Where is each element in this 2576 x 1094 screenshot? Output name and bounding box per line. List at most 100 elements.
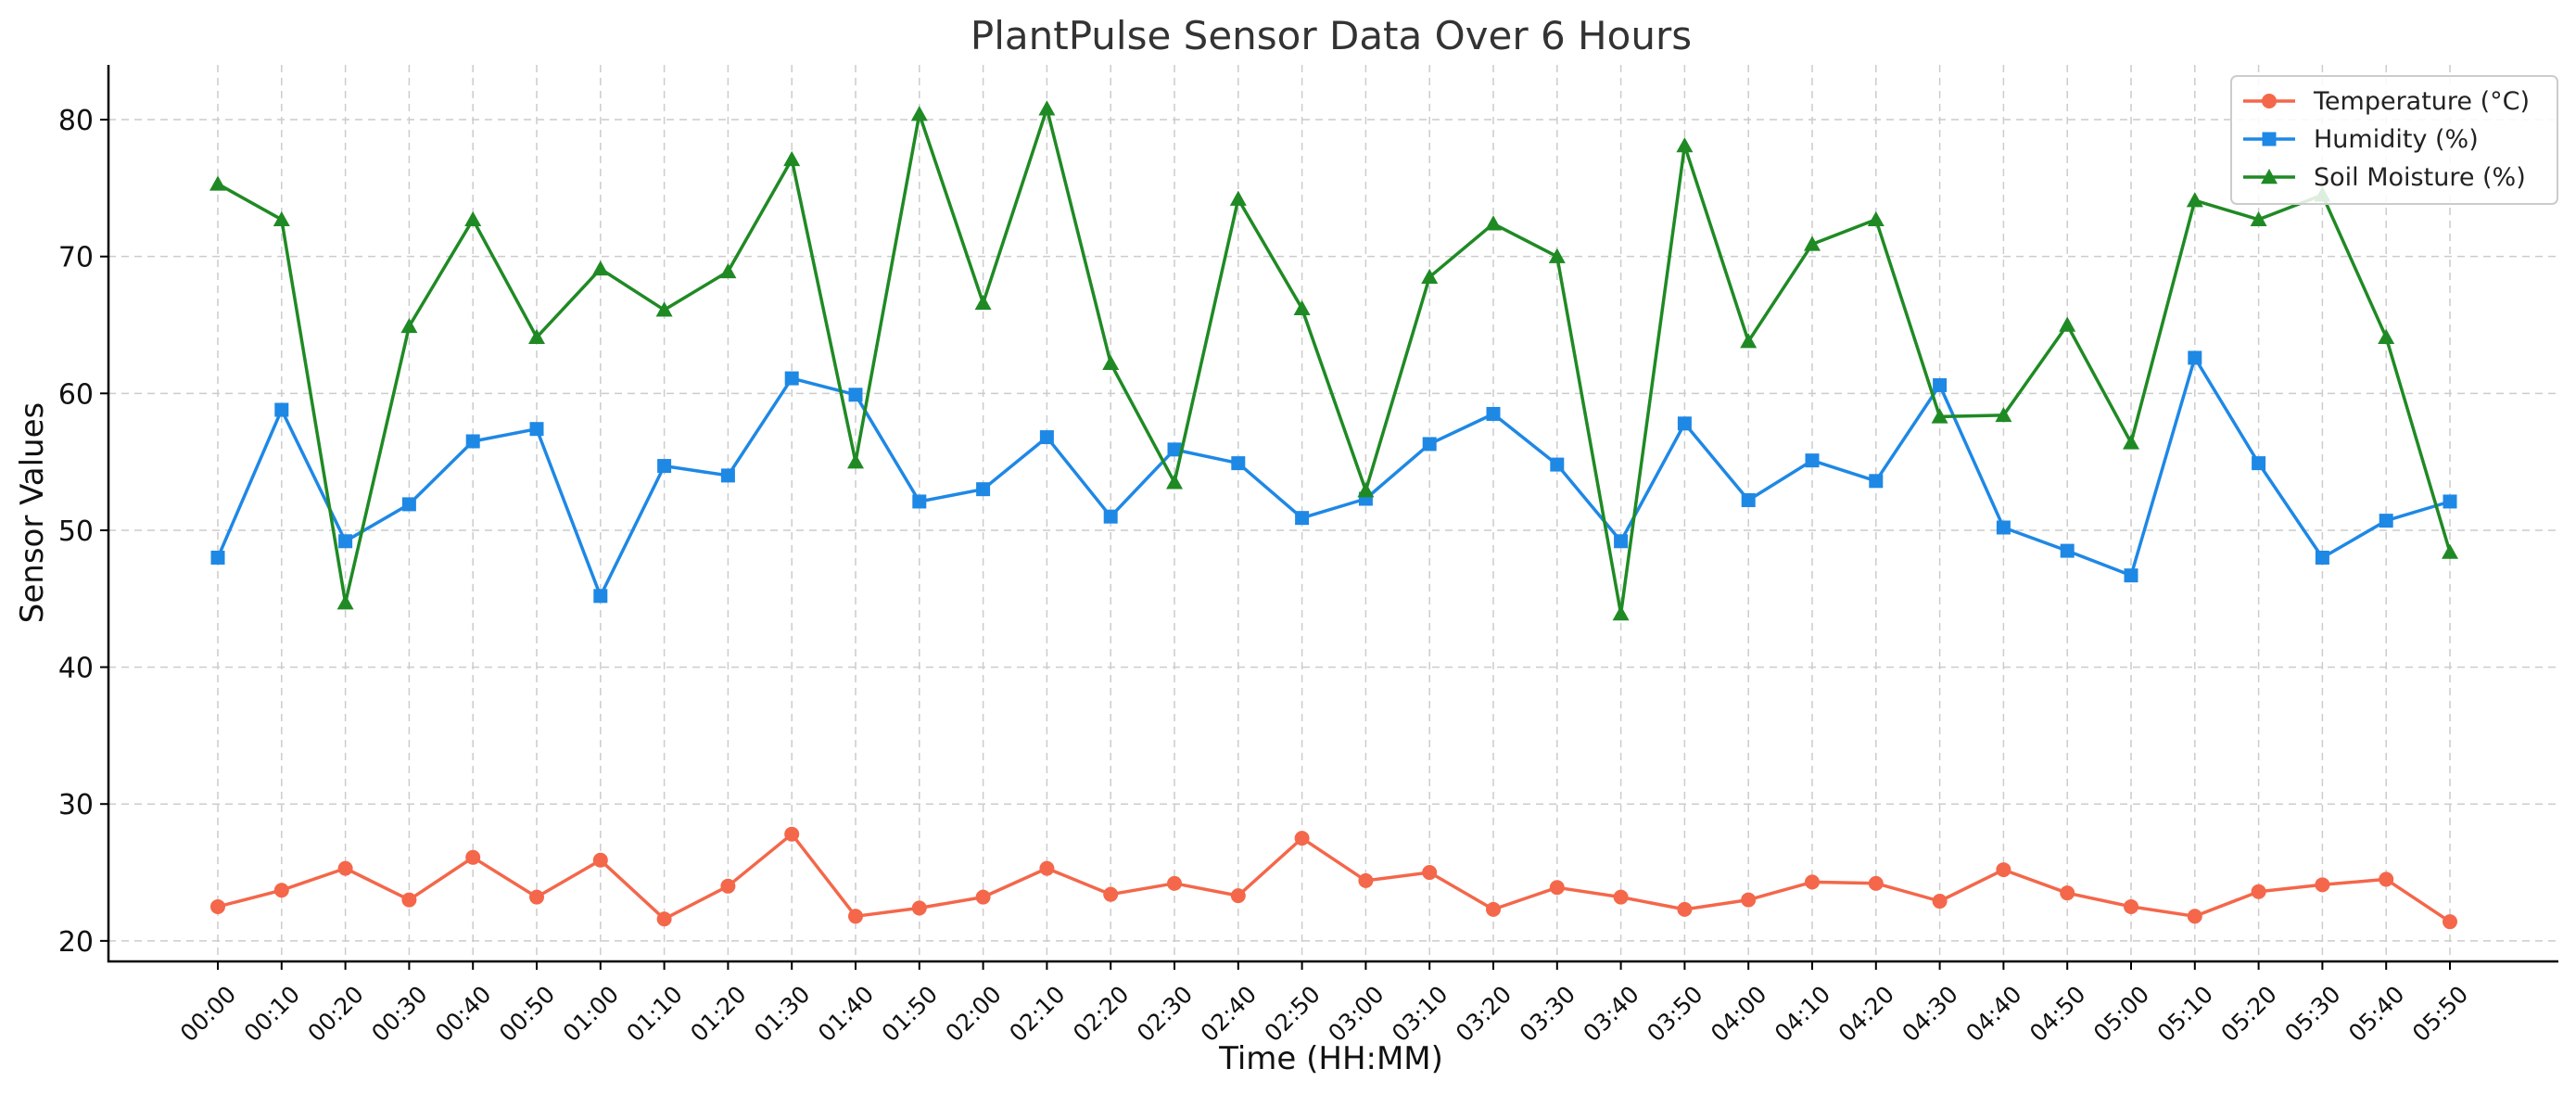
data-point (1422, 865, 1438, 881)
data-point (1805, 874, 1820, 890)
y-tick-label: 60 (58, 378, 94, 411)
series-0 (210, 826, 2457, 930)
legend: Temperature (°C) Humidity (%) Soil Moistur… (2230, 75, 2558, 205)
data-point (2250, 210, 2267, 227)
x-tick-label: 05:10 (2152, 981, 2218, 1047)
data-point (1295, 511, 1310, 526)
x-tick-label: 05:50 (2407, 981, 2473, 1047)
data-point (2060, 543, 2075, 558)
data-point (210, 898, 225, 914)
data-point (976, 482, 991, 497)
data-point (1548, 248, 1566, 263)
data-point (1038, 100, 1056, 116)
y-tick-label: 70 (58, 242, 94, 274)
data-point (2378, 328, 2395, 344)
data-point (401, 497, 416, 512)
data-point (2188, 350, 2202, 365)
data-point (1485, 215, 1502, 231)
data-point (1230, 888, 1246, 904)
x-tick-label: 00:20 (302, 981, 368, 1047)
data-point (1741, 892, 1757, 908)
data-point (273, 210, 290, 227)
x-tick-label: 04:20 (1834, 981, 1899, 1047)
x-tick-label: 02:50 (1259, 981, 1325, 1047)
data-point (591, 260, 609, 276)
data-point (656, 911, 672, 927)
x-tick-label: 04:50 (2024, 981, 2090, 1047)
data-point (1039, 860, 1055, 876)
data-point (912, 494, 927, 509)
data-point (1614, 534, 1629, 549)
x-axis-label: Time (HH:MM) (1218, 1040, 1443, 1077)
data-point (338, 534, 353, 549)
series-2 (209, 100, 2458, 621)
data-point (657, 459, 672, 474)
data-point (1103, 886, 1119, 902)
x-tick-label: 00:00 (175, 981, 241, 1047)
x-tick-label: 02:30 (1132, 981, 1198, 1047)
data-point (783, 150, 801, 167)
data-point (784, 826, 800, 842)
x-tick-label: 04:00 (1706, 981, 1771, 1047)
data-point (2187, 909, 2202, 924)
x-tick-label: 01:10 (621, 981, 687, 1047)
series-1 (210, 350, 2457, 604)
data-point (2252, 456, 2266, 471)
series-line (217, 832, 2451, 923)
x-tick-label: 02:20 (1068, 981, 1134, 1047)
data-point (1167, 442, 1182, 457)
data-point (1549, 880, 1565, 896)
x-tick-label: 01:00 (558, 981, 624, 1047)
data-point (2060, 885, 2075, 901)
data-point (1039, 430, 1054, 445)
data-point (1421, 268, 1439, 285)
data-point (2124, 898, 2138, 914)
data-point (337, 860, 353, 876)
data-point (209, 175, 226, 191)
data-point (210, 550, 225, 565)
data-point (720, 468, 735, 483)
data-point (2186, 192, 2203, 208)
series-line (216, 356, 2451, 598)
legend-marker (2261, 169, 2278, 184)
data-point (1231, 456, 1246, 471)
x-ticks: 00:0000:1000:2000:3000:4000:5001:0001:10… (175, 961, 2473, 1047)
data-point (401, 892, 417, 908)
data-point (2442, 543, 2458, 559)
data-point (1550, 457, 1565, 472)
y-tick-label: 50 (58, 515, 94, 548)
data-point (2379, 871, 2394, 887)
data-point (1166, 474, 1183, 490)
x-tick-label: 04:10 (1770, 981, 1835, 1047)
data-point (1357, 482, 1375, 498)
data-point (2443, 914, 2457, 930)
data-point (593, 589, 608, 604)
x-tick-label: 03:10 (1387, 981, 1453, 1047)
y-tick-label: 40 (58, 653, 94, 685)
legend-frame (2230, 75, 2558, 205)
data-point (400, 317, 418, 334)
x-tick-label: 01:40 (813, 981, 879, 1047)
x-tick-label: 02:40 (1196, 981, 1262, 1047)
data-point (528, 328, 545, 344)
x-tick-label: 05:40 (2343, 981, 2409, 1047)
data-point (529, 422, 544, 437)
axis-spines (107, 65, 2558, 963)
data-point (1869, 474, 1884, 489)
data-point (848, 909, 863, 924)
data-point (1740, 333, 1758, 349)
x-tick-label: 03:30 (1515, 981, 1580, 1047)
x-tick-label: 04:30 (1897, 981, 1962, 1047)
x-tick-label: 00:50 (494, 981, 560, 1047)
data-point (529, 889, 544, 905)
x-tick-label: 01:50 (877, 981, 943, 1047)
data-point (2123, 434, 2139, 450)
legend-item-1: Humidity (%) (2243, 125, 2479, 154)
legend-item-2: Soil Moisture (%) (2243, 163, 2526, 192)
data-point (2315, 550, 2329, 565)
data-point (1358, 872, 1374, 888)
legend-label: Temperature (°C) (2313, 87, 2530, 116)
data-point (1677, 416, 1692, 431)
x-tick-label: 04:40 (1961, 981, 2026, 1047)
